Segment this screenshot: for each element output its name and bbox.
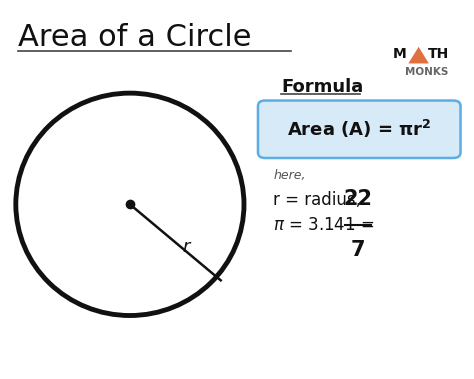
Text: MONKS: MONKS: [405, 67, 448, 77]
FancyBboxPatch shape: [258, 100, 461, 158]
Text: Area of a Circle: Area of a Circle: [18, 23, 252, 52]
Text: Formula: Formula: [281, 78, 364, 96]
Text: 7: 7: [351, 240, 365, 260]
Text: TH: TH: [428, 47, 449, 61]
Text: Area (A) = $\mathbf{\pi}$r$\mathbf{^2}$: Area (A) = $\mathbf{\pi}$r$\mathbf{^2}$: [287, 118, 431, 140]
Text: $\pi$ = 3.141 =: $\pi$ = 3.141 =: [273, 216, 377, 234]
Text: here,: here,: [273, 169, 306, 182]
Text: r: r: [182, 238, 190, 256]
Text: 22: 22: [344, 189, 373, 209]
Polygon shape: [409, 47, 429, 63]
Text: M: M: [393, 47, 407, 61]
Text: r = radius,: r = radius,: [273, 191, 361, 209]
